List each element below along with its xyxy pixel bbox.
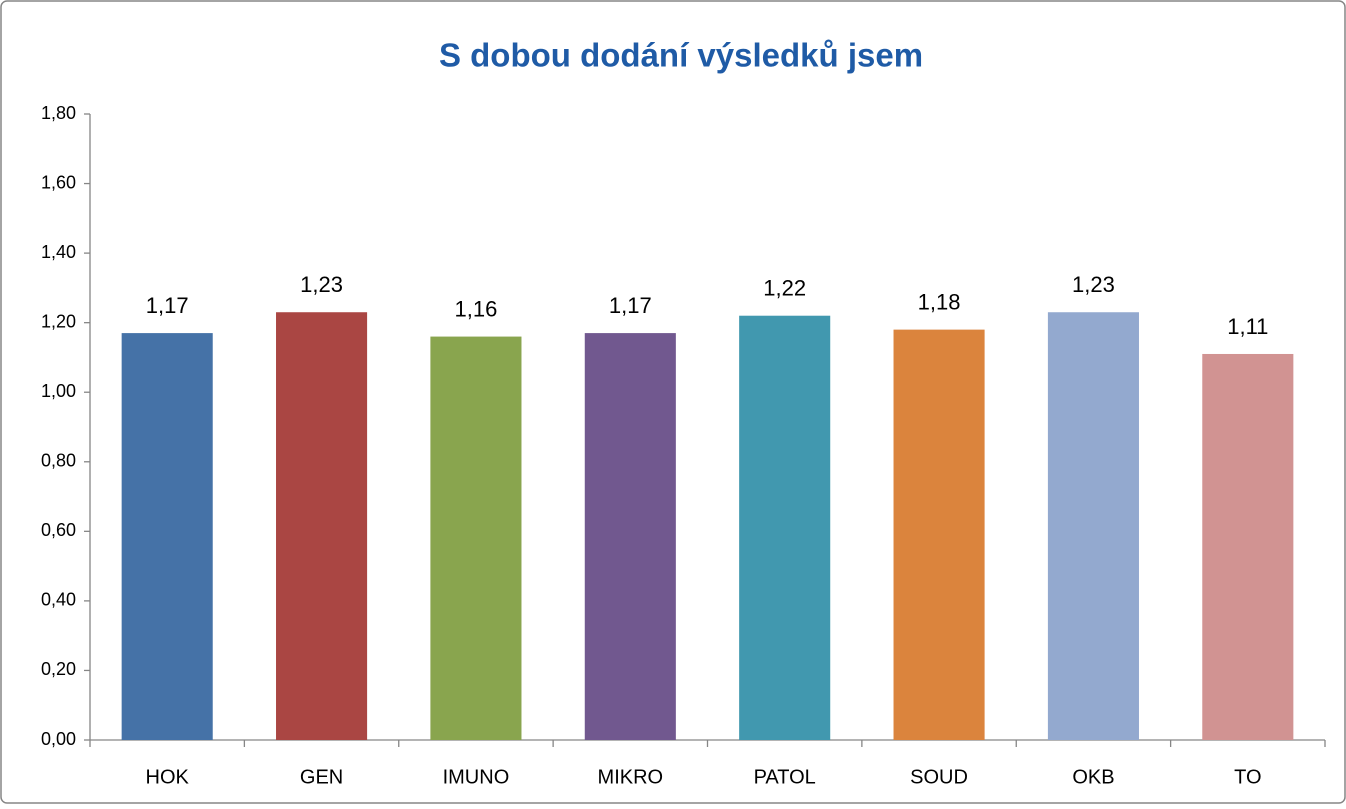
data-label: 1,11 [1227, 314, 1268, 339]
y-tick-label: 0,60 [41, 520, 76, 540]
y-tick-label: 0,20 [41, 659, 76, 679]
x-tick-label: GEN [300, 766, 343, 788]
y-tick-label: 0,80 [41, 451, 76, 471]
x-tick-label: TO [1234, 766, 1261, 788]
chart-title: S dobou dodání výsledků jsem [439, 37, 923, 74]
x-tick-label: PATOL [754, 766, 816, 788]
y-tick-label: 1,00 [41, 381, 76, 401]
bar [893, 329, 985, 740]
data-label: 1,23 [1072, 272, 1115, 297]
data-label: 1,22 [763, 276, 806, 301]
y-tick-label: 1,60 [41, 172, 76, 192]
y-tick-label: 0,40 [41, 590, 76, 610]
data-label: 1,16 [455, 296, 498, 321]
bar [430, 336, 522, 740]
bar [1202, 353, 1294, 740]
bar [584, 333, 676, 740]
y-tick-label: 1,80 [41, 103, 76, 123]
data-label: 1,17 [609, 293, 652, 318]
y-tick-label: 0,00 [41, 729, 76, 749]
x-tick-label: MIKRO [598, 766, 664, 788]
y-tick-label: 1,40 [41, 242, 76, 262]
bar [276, 312, 368, 740]
x-tick-label: IMUNO [443, 766, 510, 788]
y-tick-label: 1,20 [41, 311, 76, 331]
x-tick-label: OKB [1072, 766, 1114, 788]
bar [121, 333, 213, 740]
data-label: 1,17 [146, 293, 189, 318]
bar [1047, 312, 1139, 740]
data-label: 1,23 [300, 272, 343, 297]
x-tick-label: HOK [146, 766, 190, 788]
bar [739, 315, 831, 740]
data-label: 1,18 [918, 289, 961, 314]
x-tick-label: SOUD [910, 766, 968, 788]
